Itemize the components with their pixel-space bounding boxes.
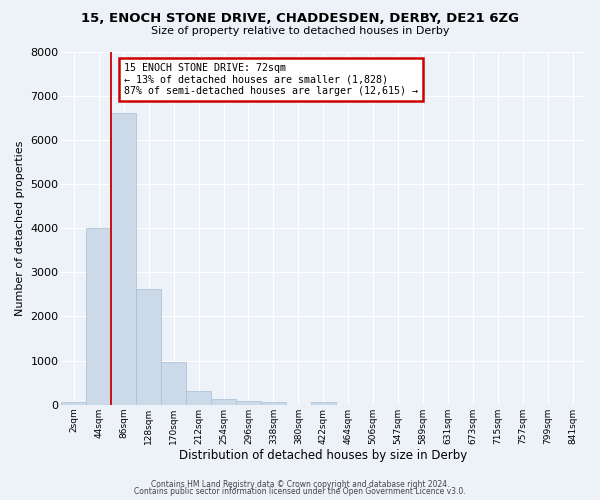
Text: 15 ENOCH STONE DRIVE: 72sqm
← 13% of detached houses are smaller (1,828)
87% of : 15 ENOCH STONE DRIVE: 72sqm ← 13% of det… xyxy=(124,62,418,96)
X-axis label: Distribution of detached houses by size in Derby: Distribution of detached houses by size … xyxy=(179,450,467,462)
Bar xyxy=(186,391,211,405)
Bar xyxy=(86,228,112,405)
Text: 15, ENOCH STONE DRIVE, CHADDESDEN, DERBY, DE21 6ZG: 15, ENOCH STONE DRIVE, CHADDESDEN, DERBY… xyxy=(81,12,519,26)
Text: Contains HM Land Registry data © Crown copyright and database right 2024.: Contains HM Land Registry data © Crown c… xyxy=(151,480,449,489)
Bar xyxy=(161,362,186,405)
Y-axis label: Number of detached properties: Number of detached properties xyxy=(15,140,25,316)
Bar xyxy=(112,114,136,405)
Bar xyxy=(261,402,286,405)
Bar xyxy=(311,402,335,405)
Text: Size of property relative to detached houses in Derby: Size of property relative to detached ho… xyxy=(151,26,449,36)
Bar xyxy=(236,401,261,405)
Bar xyxy=(61,402,86,405)
Text: Contains public sector information licensed under the Open Government Licence v3: Contains public sector information licen… xyxy=(134,487,466,496)
Bar xyxy=(136,289,161,405)
Bar xyxy=(211,399,236,405)
